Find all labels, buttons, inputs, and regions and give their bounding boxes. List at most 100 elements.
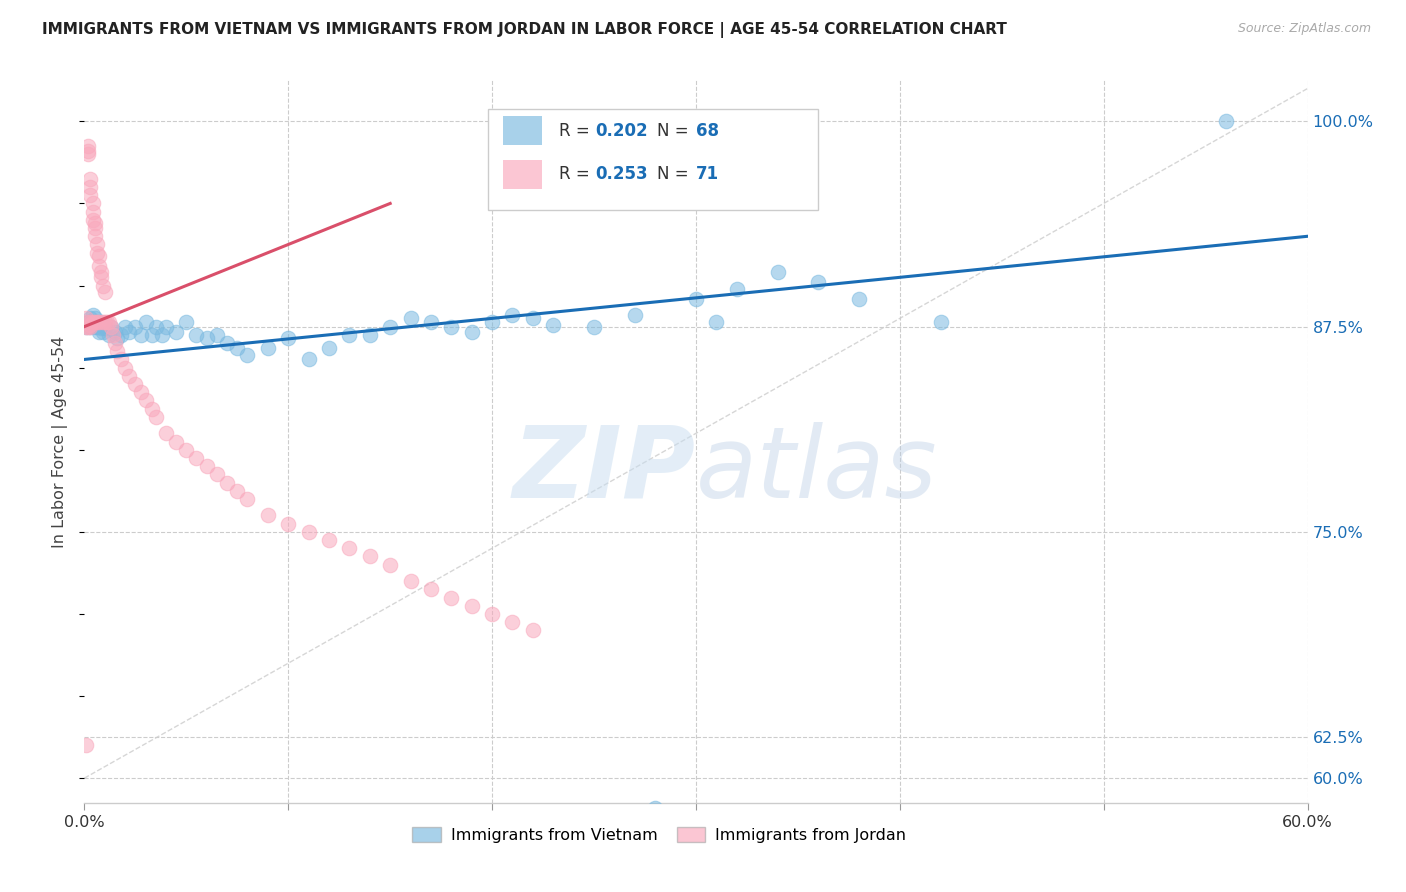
- Point: [318, 341, 340, 355]
- Legend: Immigrants from Vietnam, Immigrants from Jordan: Immigrants from Vietnam, Immigrants from…: [406, 820, 912, 849]
- Point: [83, 229, 105, 244]
- Point: [165, 325, 187, 339]
- Point: [86, 315, 108, 329]
- Point: [105, 331, 128, 345]
- Point: [105, 344, 128, 359]
- Point: [543, 318, 565, 332]
- Point: [624, 308, 647, 322]
- Point: [339, 327, 361, 342]
- Point: [97, 315, 120, 329]
- Text: atlas: atlas: [696, 422, 938, 519]
- Point: [174, 315, 197, 329]
- Point: [83, 221, 105, 235]
- Point: [97, 327, 120, 342]
- Point: [91, 325, 114, 339]
- Point: [90, 315, 112, 329]
- Point: [502, 615, 524, 630]
- Y-axis label: In Labor Force | Age 45-54: In Labor Force | Age 45-54: [52, 335, 69, 548]
- Point: [91, 315, 114, 329]
- Point: [277, 331, 299, 345]
- Point: [90, 265, 112, 279]
- Point: [461, 325, 484, 339]
- Text: Source: ZipAtlas.com: Source: ZipAtlas.com: [1237, 22, 1371, 36]
- Point: [83, 315, 105, 329]
- Point: [82, 308, 104, 322]
- Point: [195, 331, 218, 345]
- Point: [522, 624, 544, 638]
- Point: [848, 292, 870, 306]
- Text: R =: R =: [560, 165, 595, 183]
- Point: [339, 541, 361, 556]
- Point: [79, 315, 101, 329]
- Point: [114, 319, 136, 334]
- Point: [141, 327, 163, 342]
- Point: [236, 491, 259, 506]
- Point: [83, 319, 105, 334]
- Text: 0.253: 0.253: [596, 165, 648, 183]
- Point: [114, 360, 136, 375]
- Point: [399, 574, 422, 588]
- Point: [75, 319, 97, 334]
- Point: [929, 315, 952, 329]
- FancyBboxPatch shape: [503, 160, 541, 189]
- Point: [135, 315, 157, 329]
- Point: [104, 325, 127, 339]
- Point: [86, 319, 108, 334]
- Point: [82, 315, 104, 329]
- Text: ZIP: ZIP: [513, 422, 696, 519]
- Point: [86, 315, 108, 329]
- Point: [77, 139, 100, 153]
- Point: [79, 311, 101, 326]
- Point: [83, 318, 105, 332]
- Text: 0.202: 0.202: [596, 122, 648, 140]
- Point: [75, 311, 97, 326]
- Point: [86, 237, 108, 252]
- Point: [236, 347, 259, 361]
- Text: 71: 71: [696, 165, 718, 183]
- Point: [131, 385, 153, 400]
- FancyBboxPatch shape: [488, 109, 818, 211]
- Point: [79, 171, 101, 186]
- Point: [257, 508, 280, 523]
- Point: [165, 434, 187, 449]
- Point: [205, 327, 228, 342]
- Point: [110, 327, 132, 342]
- Point: [766, 265, 789, 279]
- Point: [77, 147, 100, 161]
- Point: [87, 325, 110, 339]
- Point: [82, 315, 104, 329]
- Text: IMMIGRANTS FROM VIETNAM VS IMMIGRANTS FROM JORDAN IN LABOR FORCE | AGE 45-54 COR: IMMIGRANTS FROM VIETNAM VS IMMIGRANTS FR…: [42, 22, 1007, 38]
- Point: [118, 325, 141, 339]
- Point: [186, 327, 208, 342]
- Point: [1215, 114, 1237, 128]
- Point: [79, 180, 101, 194]
- Point: [461, 599, 484, 613]
- Point: [82, 196, 104, 211]
- Point: [104, 336, 127, 351]
- Point: [79, 318, 101, 332]
- Point: [110, 352, 132, 367]
- Point: [90, 270, 112, 285]
- Point: [86, 245, 108, 260]
- Text: R =: R =: [560, 122, 595, 140]
- Point: [583, 319, 606, 334]
- Point: [217, 336, 239, 351]
- Point: [145, 409, 167, 424]
- Point: [522, 311, 544, 326]
- Point: [87, 318, 110, 332]
- Point: [93, 315, 115, 329]
- Point: [87, 249, 110, 263]
- Text: N =: N =: [657, 165, 693, 183]
- Point: [420, 582, 443, 597]
- Point: [359, 549, 381, 564]
- Point: [82, 212, 104, 227]
- Point: [685, 292, 707, 306]
- Point: [420, 315, 443, 329]
- Point: [807, 275, 830, 289]
- Point: [205, 467, 228, 482]
- Point: [399, 311, 422, 326]
- Point: [257, 341, 280, 355]
- Point: [101, 327, 124, 342]
- Point: [100, 319, 122, 334]
- Point: [87, 259, 110, 273]
